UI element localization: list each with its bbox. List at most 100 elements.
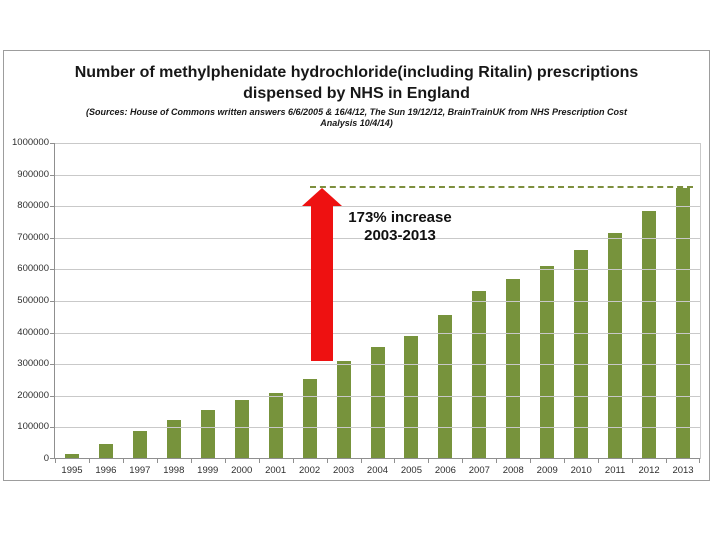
x-axis-label: 1999: [197, 465, 219, 476]
bar: [642, 210, 657, 459]
x-axis-tick: [428, 459, 429, 463]
grid-line: [55, 238, 700, 239]
bar: [234, 400, 249, 459]
y-axis-label: 400000: [17, 326, 49, 338]
x-axis-label: 2003: [332, 465, 355, 476]
chart-title-line2: dispensed by NHS in England: [243, 85, 470, 102]
x-axis-label: 1998: [163, 465, 185, 476]
bar: [608, 233, 623, 459]
x-axis-tick: [89, 459, 90, 463]
y-axis-tick: [50, 301, 55, 302]
increase-annotation-line2: 2003-2013: [364, 227, 436, 244]
increase-annotation: 173% increase 2003-2013: [325, 209, 475, 245]
grid-line: [55, 364, 700, 365]
grid-line: [55, 301, 700, 302]
grid-line: [55, 269, 700, 270]
grid-line: [55, 206, 700, 207]
chart-subtitle: (Sources: House of Commons written answe…: [47, 107, 667, 129]
bar: [404, 336, 419, 459]
x-axis-label: 2008: [502, 465, 524, 476]
bar: [472, 290, 487, 459]
bar: [268, 393, 283, 459]
bar: [166, 419, 181, 459]
chart-subtitle-line2: Analysis 10/4/14): [320, 118, 393, 128]
x-axis-label: 1997: [129, 465, 151, 476]
y-axis-label: 500000: [17, 295, 49, 306]
chart-title: Number of methylphenidate hydrochloride(…: [4, 62, 709, 104]
x-axis-label: 2005: [400, 465, 422, 476]
x-axis-label: 2011: [604, 465, 626, 476]
y-axis-label: 200000: [17, 389, 49, 401]
x-axis-tick: [361, 459, 362, 463]
y-axis-label: 700000: [17, 231, 49, 243]
bar: [302, 378, 317, 459]
y-axis-label: 100000: [17, 421, 49, 433]
x-axis-label: 2012: [638, 465, 660, 476]
y-axis-tick: [50, 333, 55, 334]
increase-arrow-body: [311, 206, 334, 361]
y-axis-tick: [50, 364, 55, 365]
x-axis-label: 2013: [672, 465, 694, 476]
y-axis-tick: [50, 458, 55, 459]
bar: [540, 266, 555, 459]
x-axis-label: 2000: [231, 465, 253, 476]
target-dashed-line: [309, 186, 694, 189]
bar: [438, 314, 453, 459]
grid-line: [55, 175, 700, 176]
x-axis-label: 1996: [95, 465, 117, 476]
bar: [98, 444, 113, 459]
y-axis-label: 900000: [17, 168, 49, 180]
y-axis-tick: [50, 143, 55, 144]
y-axis-tick: [50, 269, 55, 270]
y-axis-tick: [50, 396, 55, 397]
chart-subtitle-line1: (Sources: House of Commons written answe…: [86, 107, 627, 117]
bar: [676, 188, 691, 459]
x-axis-label: 2004: [366, 465, 389, 476]
bar: [200, 410, 215, 459]
x-axis-tick: [293, 459, 294, 463]
y-axis-tick: [50, 238, 55, 239]
bar: [132, 430, 147, 459]
bar: [370, 346, 385, 459]
x-axis-label: 2006: [434, 465, 456, 476]
grid-line: [55, 396, 700, 397]
plot-area: 2013 2012 2011 2010 2009 2008 2007 2006 2005 2004…: [12, 137, 701, 476]
x-axis-tick: [157, 459, 158, 463]
bar: [64, 454, 79, 459]
x-axis-tick: [564, 459, 565, 463]
x-axis-tick: [191, 459, 192, 463]
bar: [336, 360, 351, 459]
x-axis-tick: [496, 459, 497, 463]
x-axis-label: 2001: [265, 465, 287, 476]
y-axis-label: 0: [43, 453, 49, 464]
bar: [574, 250, 589, 459]
x-axis-tick: [598, 459, 599, 463]
slide-canvas: Number of methylphenidate hydrochloride(…: [3, 50, 710, 481]
x-axis-line: [55, 458, 700, 459]
y-axis-label: 600000: [17, 263, 49, 275]
x-axis-label: 1995: [61, 465, 83, 476]
x-axis-tick: [632, 459, 633, 463]
x-axis-tick: [699, 459, 700, 463]
y-axis-tick: [50, 175, 55, 176]
x-axis-label: 2007: [468, 465, 490, 476]
x-axis-tick: [123, 459, 124, 463]
increase-annotation-line1: 173% increase: [348, 209, 452, 226]
grid-line: [55, 143, 700, 144]
y-axis-label: 300000: [17, 358, 49, 370]
up-arrow-icon: [302, 188, 343, 207]
x-axis-tick: [259, 459, 260, 463]
x-axis-tick: [55, 459, 56, 463]
y-axis-tick: [50, 427, 55, 428]
grid-line: [55, 427, 700, 428]
x-axis-tick: [394, 459, 395, 463]
y-axis-label: 800000: [17, 200, 49, 212]
x-axis-tick: [530, 459, 531, 463]
bar: [506, 278, 521, 459]
x-axis-tick: [462, 459, 463, 463]
grid-line: [55, 333, 700, 334]
x-axis-label: 2002: [299, 465, 321, 476]
chart-title-line1: Number of methylphenidate hydrochloride(…: [74, 64, 639, 81]
x-axis-label: 2010: [570, 465, 592, 476]
